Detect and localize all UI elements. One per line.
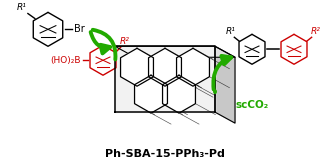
Polygon shape	[120, 48, 154, 86]
Text: R¹: R¹	[17, 3, 27, 12]
FancyArrowPatch shape	[213, 56, 231, 89]
Text: Br: Br	[74, 24, 85, 34]
FancyArrowPatch shape	[91, 32, 110, 53]
FancyArrowPatch shape	[93, 30, 116, 59]
Polygon shape	[176, 48, 210, 86]
Polygon shape	[163, 75, 195, 113]
Text: (HO)₂B: (HO)₂B	[51, 56, 81, 65]
Text: R¹: R¹	[225, 27, 235, 36]
Text: Ph-SBA-15-PPh₃-Pd: Ph-SBA-15-PPh₃-Pd	[105, 149, 225, 159]
Text: scCO₂: scCO₂	[235, 100, 269, 110]
Polygon shape	[115, 46, 235, 57]
Polygon shape	[149, 48, 181, 86]
Polygon shape	[115, 46, 215, 112]
Text: R²: R²	[311, 27, 321, 36]
Polygon shape	[134, 75, 167, 113]
Polygon shape	[215, 46, 235, 123]
Text: R²: R²	[120, 37, 130, 46]
